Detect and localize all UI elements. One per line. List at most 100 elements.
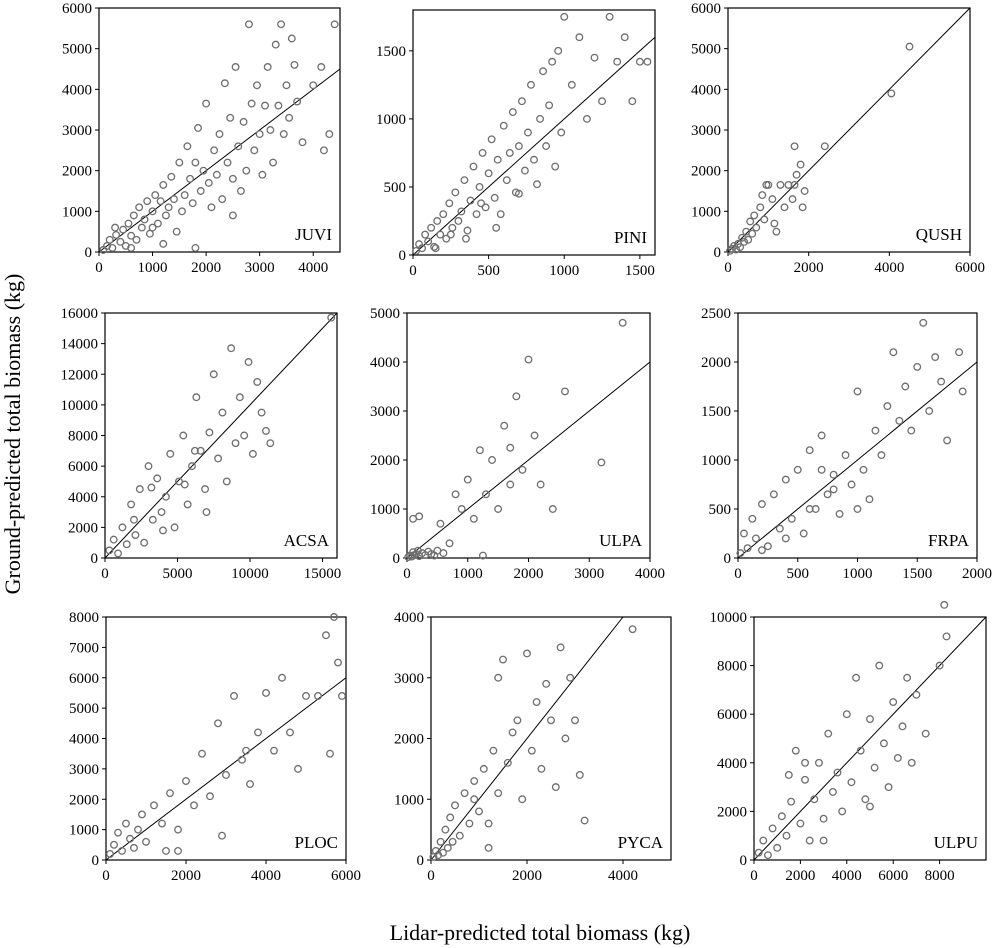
data-point — [561, 734, 570, 743]
y-tick-label: 1000 — [394, 792, 424, 808]
data-point — [824, 729, 833, 738]
data-point — [222, 771, 230, 779]
x-tick-label: 2000 — [191, 260, 221, 276]
data-point — [790, 142, 799, 151]
data-point — [204, 178, 213, 187]
data-point — [466, 196, 475, 205]
data-point — [847, 778, 856, 787]
data-point — [135, 485, 144, 494]
data-point — [805, 446, 814, 455]
data-point — [239, 117, 248, 126]
y-tick-label: 0 — [417, 853, 425, 869]
data-point — [883, 402, 892, 411]
data-point — [907, 758, 916, 767]
one-to-one-line — [727, 7, 971, 253]
data-point — [505, 148, 514, 157]
data-point — [488, 456, 496, 464]
data-point — [180, 480, 189, 489]
data-point — [748, 514, 757, 523]
data-point — [530, 155, 538, 164]
data-point — [235, 393, 244, 402]
data-point — [317, 63, 326, 71]
data-point — [514, 142, 523, 151]
y-tick-label: 10000 — [710, 610, 748, 626]
data-point — [460, 789, 469, 798]
data-point — [198, 749, 206, 758]
data-point — [218, 195, 227, 204]
data-point — [286, 728, 294, 737]
data-point — [457, 505, 466, 513]
data-point — [446, 230, 455, 239]
data-point — [199, 166, 208, 175]
data-point — [258, 170, 267, 179]
data-point — [823, 490, 832, 499]
data-point — [124, 219, 133, 228]
data-point — [770, 219, 779, 228]
data-point — [227, 344, 236, 353]
data-point — [244, 358, 253, 366]
data-point — [446, 813, 455, 822]
data-point — [294, 764, 302, 773]
data-point — [756, 203, 765, 212]
data-point — [126, 834, 134, 843]
data-point — [784, 771, 793, 779]
data-point — [889, 698, 898, 706]
data-point — [433, 217, 442, 225]
data-point — [613, 57, 622, 66]
one-to-one-line — [406, 361, 651, 559]
data-point — [122, 819, 130, 828]
data-point — [161, 492, 170, 501]
data-point — [879, 739, 888, 748]
data-point — [865, 495, 874, 504]
x-tick-label: 0 — [102, 868, 110, 884]
data-point — [815, 758, 823, 767]
data-point — [810, 795, 819, 804]
data-point — [266, 126, 275, 134]
data-point — [496, 210, 505, 219]
data-point — [828, 788, 837, 796]
data-point — [838, 807, 847, 816]
data-point — [186, 174, 194, 183]
y-tick-label: 0 — [92, 853, 100, 869]
data-point — [763, 542, 772, 551]
data-point — [105, 235, 114, 244]
data-point — [796, 819, 805, 828]
data-point — [514, 189, 523, 198]
x-tick-label: 2000 — [512, 868, 542, 884]
data-point — [787, 514, 796, 523]
data-point — [643, 57, 652, 66]
data-point — [853, 505, 862, 513]
x-tick-label: 3000 — [574, 566, 604, 582]
data-point — [628, 625, 637, 634]
data-point — [439, 848, 447, 857]
data-point — [441, 825, 450, 834]
data-point — [279, 130, 288, 139]
y-tick-label: 2000 — [717, 804, 747, 820]
data-point — [469, 162, 478, 171]
data-point — [524, 128, 532, 137]
data-point — [322, 631, 330, 640]
data-point — [460, 176, 469, 185]
y-tick-label: 0 — [85, 245, 93, 261]
data-point — [448, 837, 457, 846]
data-point — [746, 217, 755, 226]
data-point — [254, 728, 262, 737]
data-point — [489, 746, 498, 755]
data-point — [457, 207, 466, 216]
y-tick-label: 4000 — [69, 732, 99, 748]
data-point — [801, 775, 809, 784]
x-tick-label: 4000 — [608, 868, 638, 884]
x-tick-label: 6000 — [331, 868, 361, 884]
data-point — [218, 408, 227, 417]
x-tick-label: 500 — [477, 263, 500, 279]
y-tick-label: 0 — [91, 551, 99, 567]
data-point — [590, 53, 599, 62]
data-point — [192, 393, 201, 402]
data-point — [618, 318, 627, 327]
y-tick-label: 500 — [384, 180, 407, 196]
data-point — [109, 535, 118, 544]
data-point — [431, 846, 440, 855]
data-point — [131, 531, 140, 539]
data-point — [754, 848, 763, 857]
data-point — [140, 215, 149, 224]
